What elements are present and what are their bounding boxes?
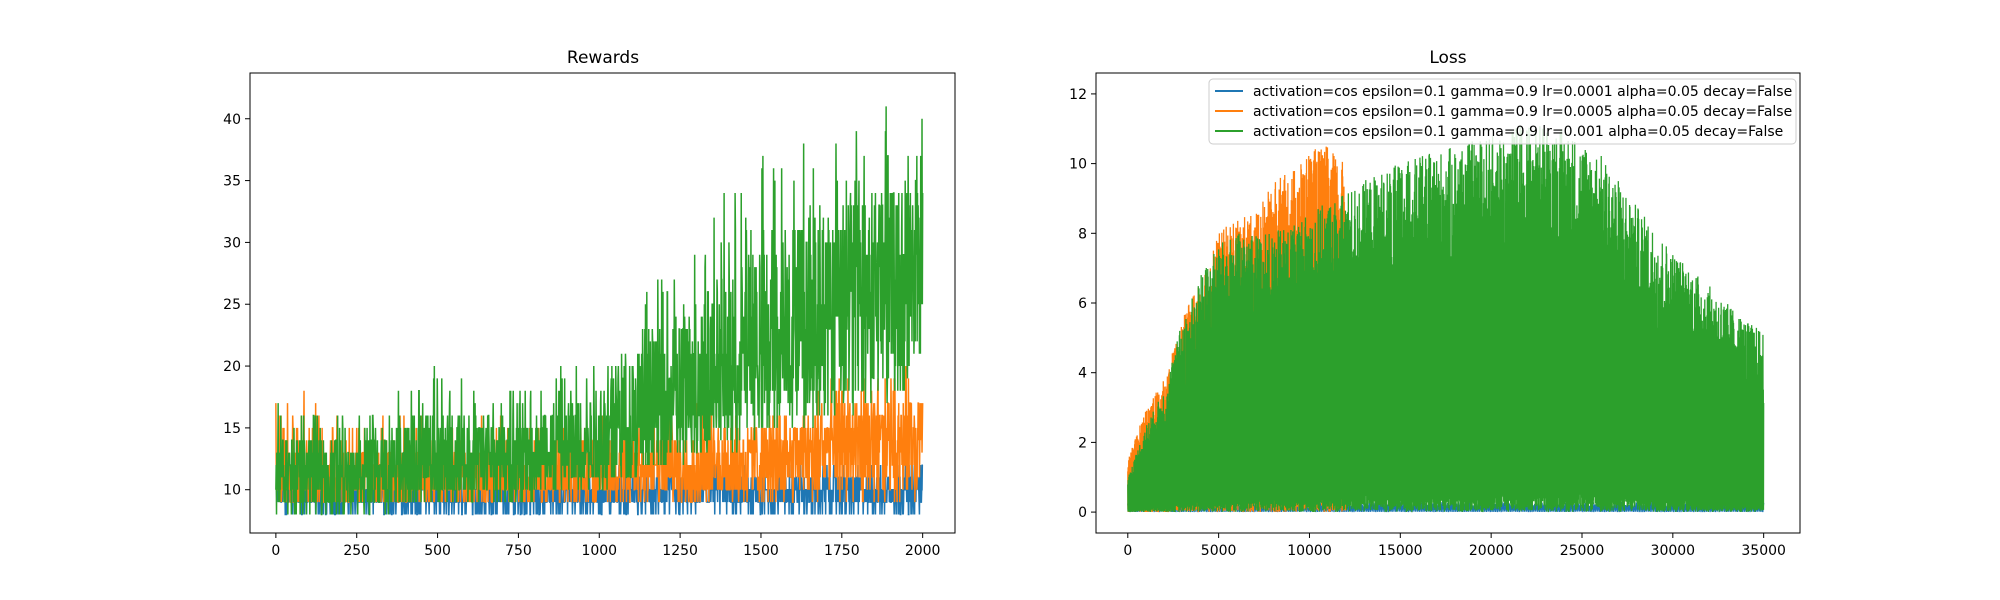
legend-label-lr-001: activation=cos epsilon=0.1 gamma=0.9 lr=… — [1253, 124, 1783, 140]
legend-label-lr-0001: activation=cos epsilon=0.1 gamma=0.9 lr=… — [1253, 84, 1792, 100]
y-tick-label: 40 — [223, 112, 241, 128]
x-tick-label: 750 — [505, 543, 532, 559]
rewards-ticks: 0 250 500 750 1000 1250 1500 1750 2000 10 15 20 25 30… — [223, 112, 940, 559]
y-tick-label: 20 — [223, 359, 241, 375]
rewards-line-lr-001 — [275, 106, 924, 516]
x-tick-label: 500 — [424, 543, 451, 559]
x-tick-label: 10000 — [1287, 543, 1332, 559]
y-tick-label: 10 — [223, 483, 241, 499]
x-tick-label: 20000 — [1469, 543, 1514, 559]
y-tick-label: 6 — [1078, 296, 1087, 312]
loss-line-lr-001 — [1127, 126, 1765, 513]
y-tick-label: 35 — [223, 174, 241, 190]
x-tick-label: 0 — [271, 543, 280, 559]
x-tick-label: 1250 — [662, 543, 698, 559]
loss-series — [1127, 126, 1765, 513]
rewards-title: Rewards — [567, 48, 639, 68]
x-tick-label: 250 — [343, 543, 370, 559]
y-tick-label: 2 — [1078, 435, 1087, 451]
x-tick-label: 35000 — [1741, 543, 1786, 559]
x-tick-label: 0 — [1123, 543, 1132, 559]
loss-title: Loss — [1429, 48, 1466, 68]
rewards-axes-frame — [249, 72, 956, 534]
x-tick-label: 15000 — [1378, 543, 1423, 559]
rewards-series — [275, 106, 924, 516]
x-tick-label: 1500 — [743, 543, 779, 559]
y-tick-label: 15 — [223, 421, 241, 437]
y-tick-label: 25 — [223, 297, 241, 313]
rewards-chart: Rewards 0 250 500 750 1000 1250 1500 1750 2000 10… — [223, 48, 956, 559]
y-tick-label: 8 — [1078, 226, 1087, 242]
y-tick-label: 0 — [1078, 505, 1087, 521]
x-tick-label: 5000 — [1201, 543, 1237, 559]
x-tick-label: 25000 — [1560, 543, 1605, 559]
loss-legend: activation=cos epsilon=0.1 gamma=0.9 lr=… — [1208, 78, 1797, 145]
legend-box — [1208, 78, 1797, 145]
x-tick-label: 1000 — [581, 543, 617, 559]
legend-label-lr-0005: activation=cos epsilon=0.1 gamma=0.9 lr=… — [1253, 104, 1792, 120]
loss-ticks: 0 5000 10000 15000 20000 25000 30000 35000 0 2 4 6 8… — [1069, 87, 1786, 559]
y-tick-label: 10 — [1069, 157, 1087, 173]
x-tick-label: 30000 — [1651, 543, 1696, 559]
loss-chart: Loss 0 5000 10000 15000 20000 25000 30000 35000… — [1069, 48, 1801, 559]
y-tick-label: 12 — [1069, 87, 1087, 103]
y-tick-label: 4 — [1078, 366, 1087, 382]
x-tick-label: 1750 — [824, 543, 860, 559]
x-tick-label: 2000 — [905, 543, 941, 559]
y-tick-label: 30 — [223, 235, 241, 251]
loss-axes-frame — [1095, 72, 1801, 534]
